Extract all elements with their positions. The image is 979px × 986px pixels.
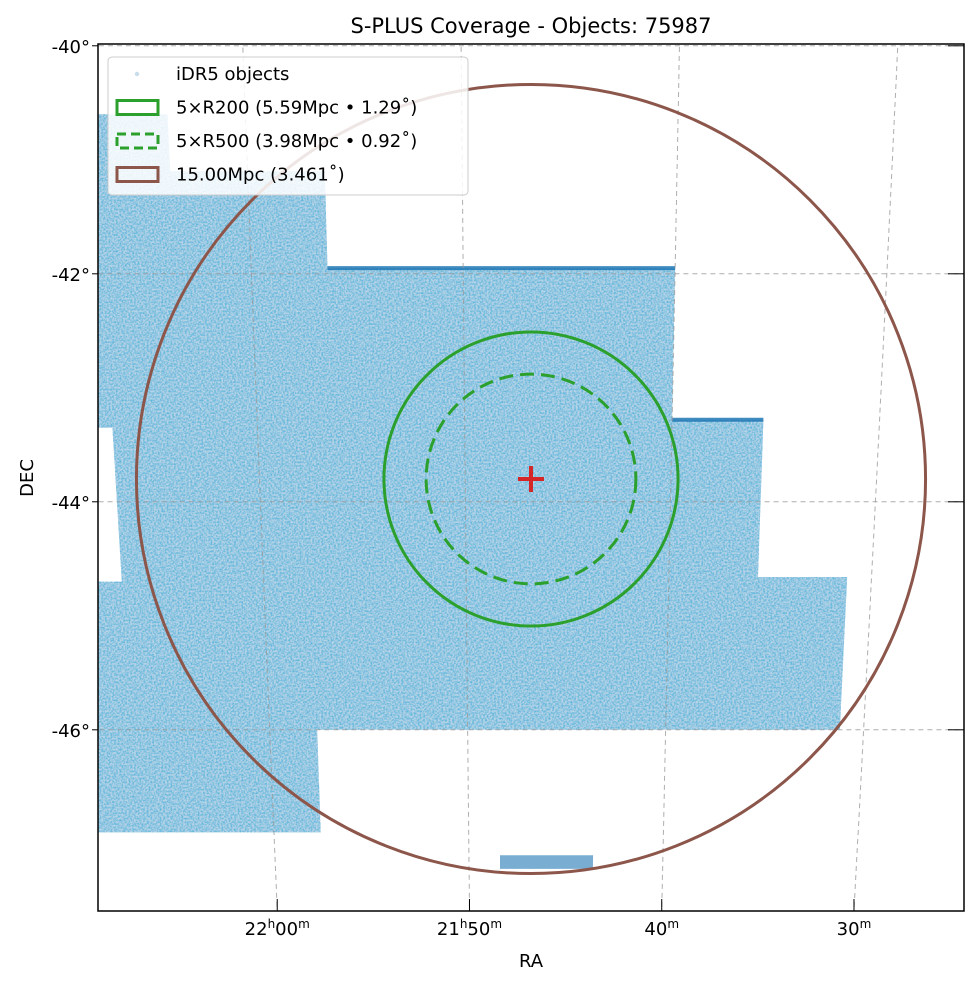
legend: iDR5 objects 5×R200 (5.59Mpc • 1.29˚) 5×R5… <box>107 56 469 196</box>
y-tick-label: -40° <box>52 37 90 58</box>
legend-label: iDR5 objects <box>176 64 289 85</box>
legend-circle-swatch <box>115 99 160 116</box>
mpc-circle <box>134 82 928 876</box>
legend-label: 15.00Mpc (3.461˚) <box>176 165 345 186</box>
coverage-strip <box>500 855 594 869</box>
grid-line-ra <box>853 44 899 911</box>
legend-label: 5×R200 (5.59Mpc • 1.29˚) <box>176 98 417 119</box>
x-axis-label: RA <box>519 951 544 972</box>
legend-box <box>107 56 469 196</box>
legend-circle-swatch <box>115 132 160 150</box>
y-tick-label: -42° <box>52 265 90 286</box>
x-tick-label: 21h50m <box>437 917 502 940</box>
y-axis-label: DEC <box>17 459 38 497</box>
coverage-layer <box>98 114 848 869</box>
coverage-points <box>98 114 848 833</box>
r500-circle <box>424 372 638 586</box>
circle-layer <box>134 82 928 876</box>
legend-label: 5×R500 (3.98Mpc • 0.92˚) <box>176 131 417 152</box>
chart-title: S-PLUS Coverage - Objects: 75987 <box>350 14 711 38</box>
x-tick-label: 30m <box>837 917 872 940</box>
tick-layer: -40° -42° -44° -46° 22h00m 21h50m 40m 30m <box>52 37 964 940</box>
grid-line-ra <box>661 44 681 911</box>
legend-points-swatch <box>134 71 140 77</box>
y-tick-label: -44° <box>52 493 90 514</box>
plot-frame <box>97 43 965 912</box>
cluster-center-marker <box>518 466 544 492</box>
x-tick-label: 22h00m <box>245 917 310 940</box>
r200-circle <box>382 330 680 628</box>
x-tick-label: 40m <box>644 917 679 940</box>
y-tick-label: -46° <box>52 721 90 742</box>
legend-circle-swatch <box>115 166 160 183</box>
